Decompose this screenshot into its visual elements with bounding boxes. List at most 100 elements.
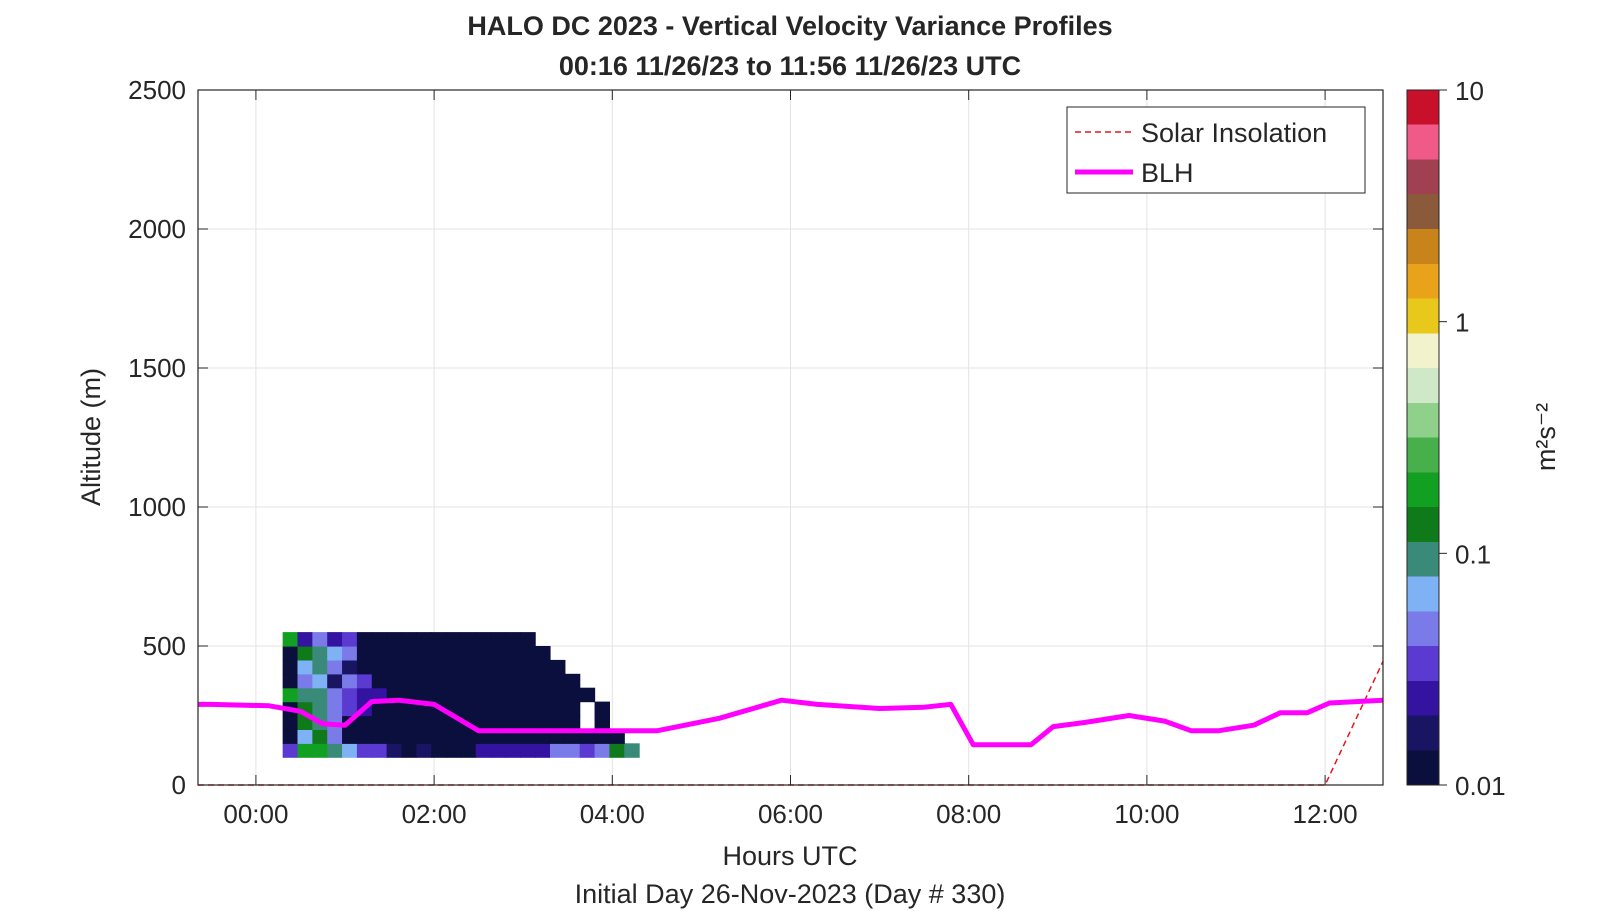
y-axis-ticks: 0 500 1000 1500 2000 2500 <box>128 75 1383 800</box>
heatmap-cell <box>446 743 462 758</box>
x-tick-label: 02:00 <box>402 799 467 829</box>
heatmap-cell <box>416 673 432 689</box>
heatmap-cell <box>475 673 492 689</box>
heatmap-cell <box>564 715 581 730</box>
heatmap-cell <box>446 687 462 703</box>
heatmap-cell <box>520 701 536 717</box>
plot-area: 00:00 02:00 04:00 06:00 08:00 10:00 12:00 0 500… <box>128 75 1384 829</box>
y-tick-label: 2500 <box>128 75 186 105</box>
heatmap-cell <box>446 673 462 689</box>
heatmap-cell <box>297 646 313 661</box>
heatmap-cell <box>460 729 477 744</box>
heatmap-cell <box>431 715 447 730</box>
heatmap-cell <box>312 687 328 703</box>
heatmap-cell <box>312 673 328 689</box>
x-axis-ticks: 00:00 02:00 04:00 06:00 08:00 10:00 12:00 <box>223 90 1358 829</box>
heatmap-cell <box>549 673 566 689</box>
heatmap-cell <box>505 632 521 647</box>
heatmap-cell <box>327 729 343 744</box>
heatmap-cell <box>535 659 551 675</box>
heatmap-cell <box>460 673 477 689</box>
legend-solar-label: Solar Insolation <box>1141 118 1327 148</box>
heatmap-cell <box>535 687 551 703</box>
heatmap-cell <box>282 687 299 703</box>
heatmap-cell <box>386 743 403 758</box>
heatmap-cell <box>401 646 417 661</box>
heatmap-cell <box>490 743 507 758</box>
heatmap-cell <box>490 646 507 661</box>
heatmap-cell <box>416 632 432 647</box>
heatmap-cell <box>297 673 313 689</box>
heatmap-cell <box>535 743 551 758</box>
heatmap-cell <box>446 659 462 675</box>
heatmap-cell <box>505 646 521 661</box>
heatmap-cell <box>505 687 521 703</box>
heatmap-cell <box>431 632 447 647</box>
x-axis-sublabel: Initial Day 26-Nov-2023 (Day # 330) <box>575 879 1006 909</box>
heatmap-cell <box>475 659 492 675</box>
heatmap-cell <box>520 673 536 689</box>
x-tick-label: 06:00 <box>758 799 823 829</box>
heatmap-cell <box>327 659 343 675</box>
heatmap-cell <box>594 743 610 758</box>
heatmap-cell <box>520 715 536 730</box>
colorbar-label: m²s⁻² <box>1531 403 1561 471</box>
heatmap-cell <box>475 743 492 758</box>
heatmap-cell <box>460 659 477 675</box>
heatmap-cell <box>297 729 313 744</box>
heatmap-cell <box>297 632 313 647</box>
heatmap-cell <box>401 632 417 647</box>
heatmap-cell <box>386 701 403 717</box>
heatmap-cell <box>297 715 313 730</box>
heatmap-cell <box>490 659 507 675</box>
heatmap-cell <box>356 729 373 744</box>
heatmap-cell <box>549 715 566 730</box>
heatmap-cell <box>490 715 507 730</box>
x-tick-label: 12:00 <box>1293 799 1358 829</box>
heatmap-cell <box>282 632 299 647</box>
heatmap-cell <box>535 646 551 661</box>
heatmap-cell <box>416 687 432 703</box>
heatmap-cell <box>505 743 521 758</box>
heatmap-cell <box>386 715 403 730</box>
heatmap-cell <box>535 673 551 689</box>
heatmap-cell <box>564 687 581 703</box>
heatmap-cell <box>549 701 566 717</box>
y-tick-label: 2000 <box>128 214 186 244</box>
heatmap-cell <box>446 632 462 647</box>
heatmap-cell <box>520 632 536 647</box>
heatmap-cell <box>401 701 417 717</box>
heatmap-cell <box>342 701 358 717</box>
x-tick-label: 00:00 <box>223 799 288 829</box>
heatmap-cell <box>594 715 610 730</box>
heatmap-cell <box>475 715 492 730</box>
legend-blh-label: BLH <box>1141 158 1194 188</box>
heatmap-cell <box>386 729 403 744</box>
colorbar-tick-label: 1 <box>1455 308 1469 338</box>
heatmap-cell <box>505 673 521 689</box>
heatmap-cell <box>579 687 596 703</box>
heatmap-cell <box>446 646 462 661</box>
heatmap-cell <box>312 659 328 675</box>
y-tick-label: 1500 <box>128 353 186 383</box>
heatmap-cell <box>431 646 447 661</box>
heatmap-cell <box>327 673 343 689</box>
heatmap-cell <box>401 743 417 758</box>
heatmap-cell <box>401 715 417 730</box>
heatmap-cell <box>282 673 299 689</box>
heatmap-cell <box>356 687 373 703</box>
heatmap-cell <box>371 701 388 717</box>
heatmap-cell <box>416 743 432 758</box>
heatmap-cell <box>327 687 343 703</box>
heatmap-cell <box>446 729 462 744</box>
heatmap-cell <box>460 632 477 647</box>
y-tick-label: 1000 <box>128 492 186 522</box>
colorbar-gradient <box>1406 89 1440 786</box>
heatmap-cell <box>505 701 521 717</box>
heatmap-cell <box>371 673 388 689</box>
heatmap-cell <box>431 687 447 703</box>
heatmap-cell <box>327 743 343 758</box>
heatmap-cell <box>282 646 299 661</box>
heatmap-cell <box>505 659 521 675</box>
